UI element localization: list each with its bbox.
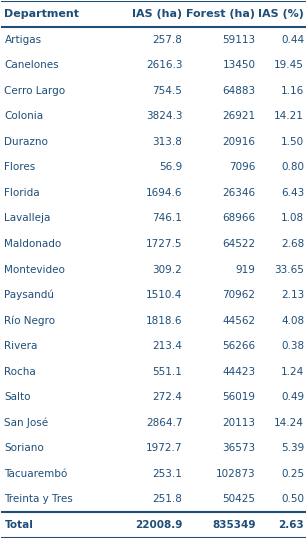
Text: 20916: 20916 xyxy=(222,137,255,147)
Text: 56266: 56266 xyxy=(222,341,255,351)
Text: 0.80: 0.80 xyxy=(281,162,304,172)
Text: Lavalleja: Lavalleja xyxy=(4,213,51,224)
Text: 919: 919 xyxy=(235,265,255,274)
Text: 0.49: 0.49 xyxy=(281,392,304,402)
Text: 102873: 102873 xyxy=(216,469,255,479)
Text: 4.08: 4.08 xyxy=(281,315,304,326)
Text: San José: San José xyxy=(4,418,49,428)
Text: 1.50: 1.50 xyxy=(281,137,304,147)
Text: 1.24: 1.24 xyxy=(281,367,304,377)
Text: Florida: Florida xyxy=(4,188,40,198)
Text: Soriano: Soriano xyxy=(4,443,44,453)
Text: 26921: 26921 xyxy=(222,111,255,121)
Text: 2.13: 2.13 xyxy=(281,290,304,300)
Text: 1727.5: 1727.5 xyxy=(146,239,182,249)
Text: 551.1: 551.1 xyxy=(153,367,182,377)
Text: 56.9: 56.9 xyxy=(159,162,182,172)
Text: Treinta y Tres: Treinta y Tres xyxy=(4,494,73,505)
Text: 272.4: 272.4 xyxy=(153,392,182,402)
Text: Forest (ha): Forest (ha) xyxy=(186,9,255,19)
Text: 59113: 59113 xyxy=(222,34,255,45)
Text: 835349: 835349 xyxy=(212,520,255,530)
Text: 1.16: 1.16 xyxy=(281,86,304,96)
Text: IAS (ha): IAS (ha) xyxy=(132,9,182,19)
Text: 1972.7: 1972.7 xyxy=(146,443,182,453)
Text: 1694.6: 1694.6 xyxy=(146,188,182,198)
Text: 64883: 64883 xyxy=(222,86,255,96)
Text: 36573: 36573 xyxy=(222,443,255,453)
Text: 0.50: 0.50 xyxy=(281,494,304,505)
Text: 44423: 44423 xyxy=(222,367,255,377)
Text: Tacuarembó: Tacuarembó xyxy=(4,469,68,479)
Text: 6.43: 6.43 xyxy=(281,188,304,198)
Text: 22008.9: 22008.9 xyxy=(135,520,182,530)
Text: 313.8: 313.8 xyxy=(153,137,182,147)
Text: 2.68: 2.68 xyxy=(281,239,304,249)
Text: Artigas: Artigas xyxy=(4,34,41,45)
Text: Canelones: Canelones xyxy=(4,60,59,70)
Text: Cerro Largo: Cerro Largo xyxy=(4,86,66,96)
Text: Río Negro: Río Negro xyxy=(4,315,56,326)
Text: Department: Department xyxy=(4,9,80,19)
Text: Montevideo: Montevideo xyxy=(4,265,65,274)
Text: 309.2: 309.2 xyxy=(153,265,182,274)
Text: 0.25: 0.25 xyxy=(281,469,304,479)
Text: IAS (%): IAS (%) xyxy=(258,9,304,19)
Text: 20113: 20113 xyxy=(222,418,255,428)
Text: 2616.3: 2616.3 xyxy=(146,60,182,70)
Text: 13450: 13450 xyxy=(222,60,255,70)
Text: 7096: 7096 xyxy=(229,162,255,172)
Text: 0.38: 0.38 xyxy=(281,341,304,351)
Text: 44562: 44562 xyxy=(222,315,255,326)
Text: Total: Total xyxy=(4,520,33,530)
Text: 14.21: 14.21 xyxy=(274,111,304,121)
Text: 19.45: 19.45 xyxy=(274,60,304,70)
Text: Flores: Flores xyxy=(4,162,36,172)
Text: 251.8: 251.8 xyxy=(153,494,182,505)
Text: Rivera: Rivera xyxy=(4,341,38,351)
Text: 213.4: 213.4 xyxy=(153,341,182,351)
Text: Durazno: Durazno xyxy=(4,137,48,147)
Text: 56019: 56019 xyxy=(222,392,255,402)
Text: 68966: 68966 xyxy=(222,213,255,224)
Text: Maldonado: Maldonado xyxy=(4,239,62,249)
Text: Colonia: Colonia xyxy=(4,111,44,121)
Text: 2.63: 2.63 xyxy=(278,520,304,530)
Text: 2864.7: 2864.7 xyxy=(146,418,182,428)
Text: 5.39: 5.39 xyxy=(281,443,304,453)
Text: 64522: 64522 xyxy=(222,239,255,249)
Text: 50425: 50425 xyxy=(222,494,255,505)
Text: 754.5: 754.5 xyxy=(153,86,182,96)
Text: 70962: 70962 xyxy=(222,290,255,300)
Text: 257.8: 257.8 xyxy=(153,34,182,45)
Text: 1818.6: 1818.6 xyxy=(146,315,182,326)
Text: 1510.4: 1510.4 xyxy=(146,290,182,300)
Text: 33.65: 33.65 xyxy=(274,265,304,274)
Text: 14.24: 14.24 xyxy=(274,418,304,428)
Text: 1.08: 1.08 xyxy=(281,213,304,224)
Text: Rocha: Rocha xyxy=(4,367,36,377)
Text: 253.1: 253.1 xyxy=(153,469,182,479)
Text: Salto: Salto xyxy=(4,392,31,402)
Text: 0.44: 0.44 xyxy=(281,34,304,45)
Text: 3824.3: 3824.3 xyxy=(146,111,182,121)
Text: 746.1: 746.1 xyxy=(153,213,182,224)
Text: Paysandú: Paysandú xyxy=(4,290,54,300)
Text: 26346: 26346 xyxy=(222,188,255,198)
